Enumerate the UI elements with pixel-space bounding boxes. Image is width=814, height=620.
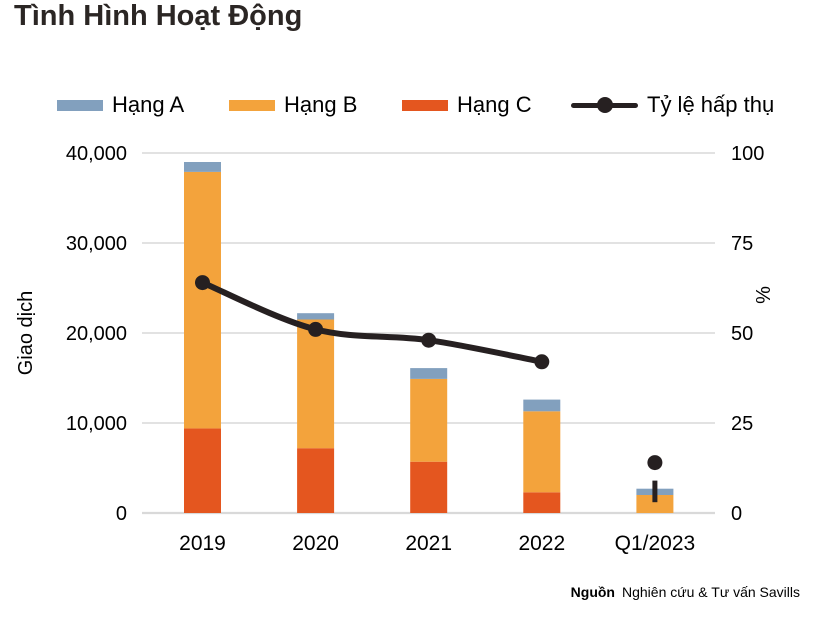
left-tick-label: 0 bbox=[116, 503, 127, 525]
bar-segment bbox=[297, 313, 335, 320]
bar-segment bbox=[410, 461, 448, 513]
legend-item-hang-b: Hạng B bbox=[229, 90, 357, 120]
x-axis-label: 2021 bbox=[405, 532, 452, 555]
bar-segment bbox=[184, 428, 221, 513]
right-tick-label: 75 bbox=[731, 233, 753, 255]
chart-title: Tình Hình Hoạt Động bbox=[14, 0, 303, 32]
right-tick-label: 0 bbox=[731, 503, 742, 525]
bar-segment bbox=[297, 319, 335, 449]
legend-label: Hạng A bbox=[112, 92, 185, 117]
bar-segment bbox=[410, 378, 448, 462]
right-axis-title: % bbox=[753, 286, 775, 304]
left-axis-title: Giao dịch bbox=[15, 291, 37, 376]
bar-line-chart: 0 0 10,000 25 20,000 50 30,000 75 40,000 100 2019 2… bbox=[15, 143, 775, 555]
bar-segment bbox=[523, 411, 561, 493]
legend: Hạng A Hạng B Hạng C Tỷ lệ hấp thụ bbox=[0, 90, 814, 120]
legend-item-hang-a: Hạng A bbox=[57, 90, 184, 120]
absorption-line bbox=[199, 279, 545, 365]
bar-segment bbox=[410, 368, 448, 379]
bar-segment bbox=[184, 171, 221, 429]
x-axis-label: 2022 bbox=[518, 532, 565, 555]
right-tick-label: 25 bbox=[731, 413, 753, 435]
right-tick-label: 100 bbox=[731, 143, 764, 165]
bar-segment bbox=[297, 448, 335, 513]
legend-item-hang-c: Hạng C bbox=[402, 90, 532, 120]
source-text: Nghiên cứu & Tư vấn Savills bbox=[621, 584, 800, 600]
bar-segment bbox=[523, 492, 561, 513]
line-marker-icon bbox=[571, 96, 638, 114]
legend-label: Hạng B bbox=[284, 92, 358, 117]
bar-segment bbox=[523, 399, 561, 412]
x-axis-label: 2019 bbox=[179, 532, 226, 555]
legend-label: Hạng C bbox=[457, 92, 532, 117]
legend-item-absorption-line: Tỷ lệ hấp thụ bbox=[571, 90, 774, 120]
left-tick-label: 40,000 bbox=[66, 143, 127, 165]
absorption-point bbox=[647, 455, 663, 471]
hang-b-swatch-icon bbox=[229, 99, 275, 111]
absorption-point bbox=[534, 354, 550, 370]
absorption-point bbox=[421, 332, 437, 348]
x-axis-label: Q1/2023 bbox=[615, 532, 696, 555]
left-tick-label: 20,000 bbox=[66, 323, 127, 345]
absorption-point bbox=[195, 275, 210, 291]
absorption-point bbox=[308, 321, 324, 337]
source-note: Nguồn Nghiên cứu & Tư vấn Savills bbox=[571, 584, 800, 600]
left-tick-label: 30,000 bbox=[66, 233, 127, 255]
source-label: Nguồn bbox=[570, 584, 615, 600]
hang-c-swatch-icon bbox=[402, 99, 448, 111]
x-axis-label: 2020 bbox=[292, 532, 339, 555]
bar-segment bbox=[184, 162, 221, 172]
legend-label: Tỷ lệ hấp thụ bbox=[647, 92, 775, 117]
bar-segment bbox=[636, 495, 674, 513]
right-tick-label: 50 bbox=[731, 323, 753, 345]
hang-a-swatch-icon bbox=[57, 99, 103, 111]
left-tick-label: 10,000 bbox=[66, 413, 127, 435]
